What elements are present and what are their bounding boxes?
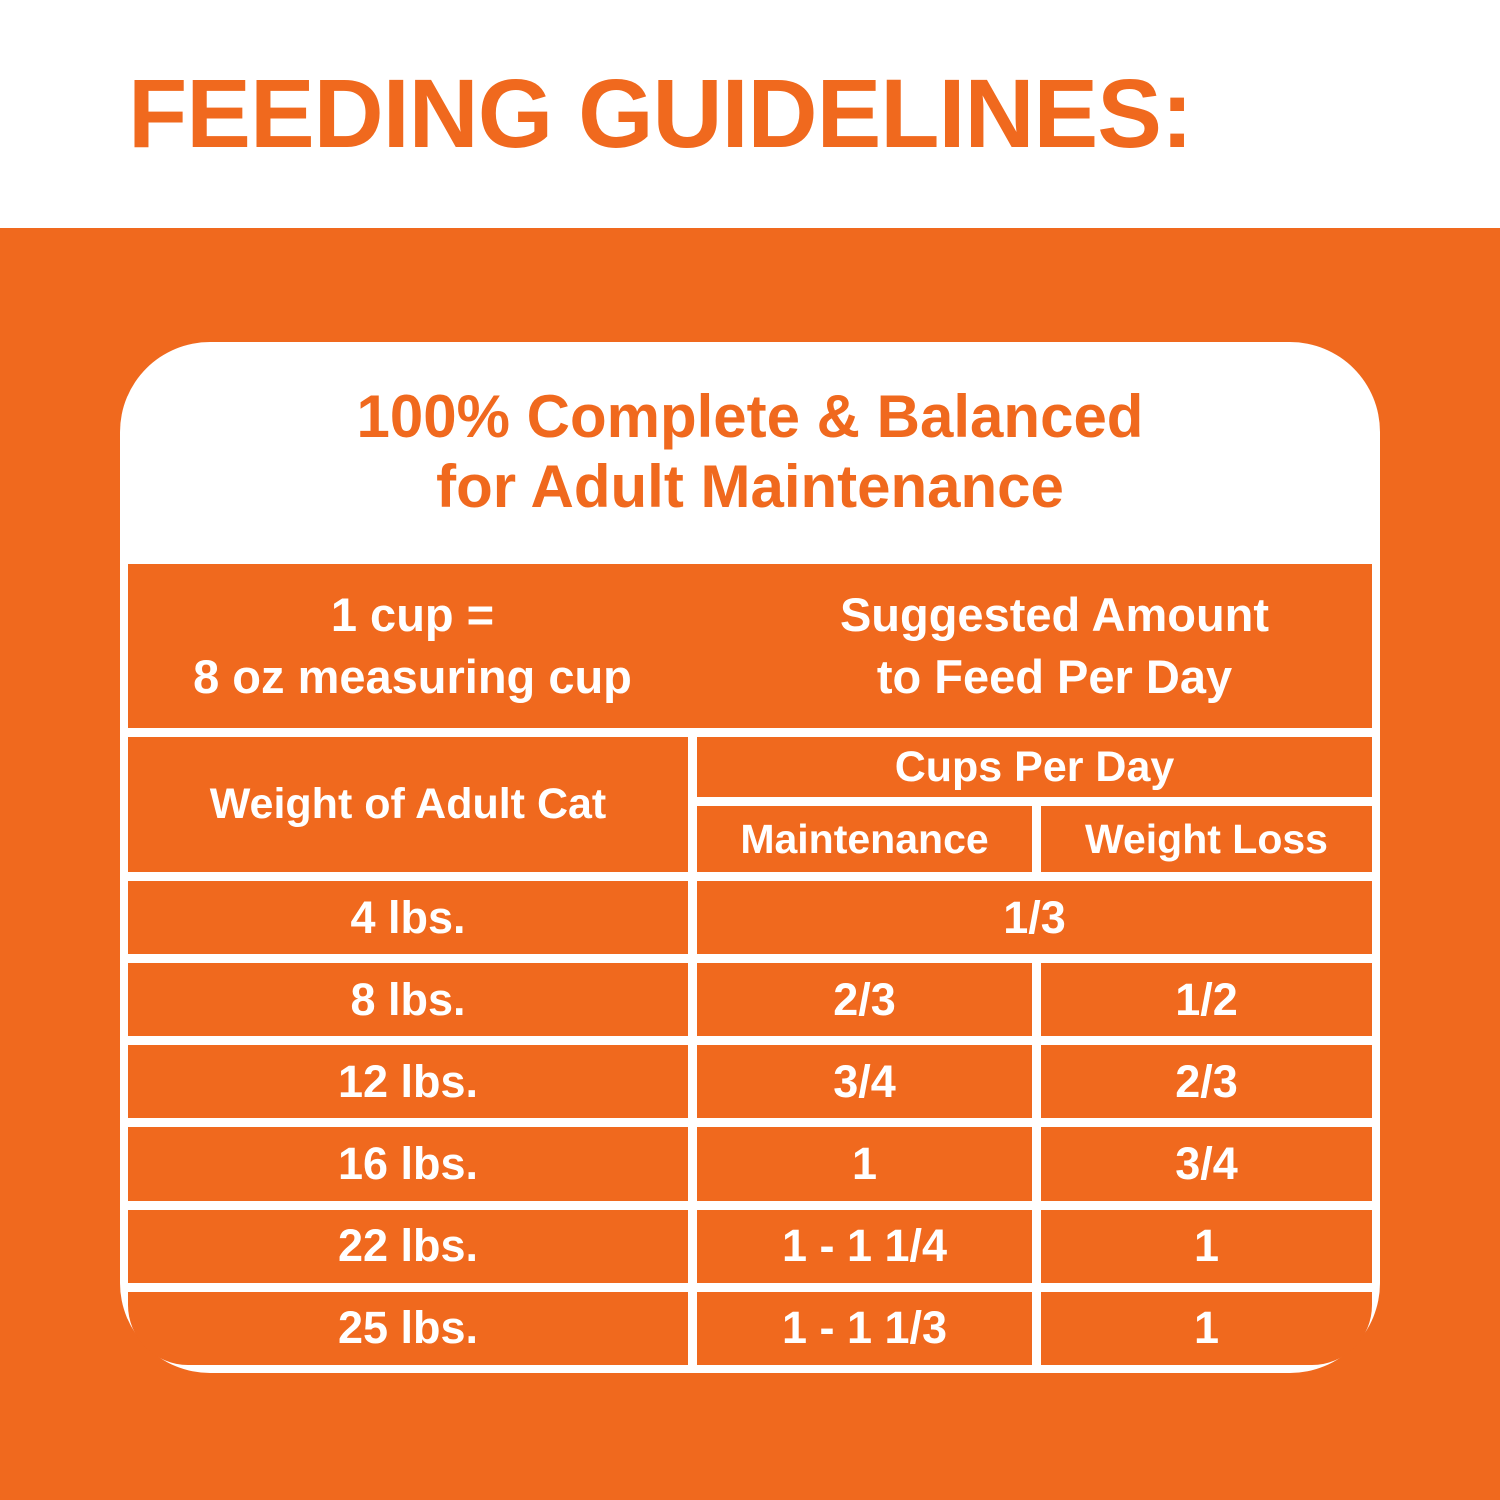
suggested-amount-line2: to Feed Per Day [876,650,1233,703]
column-header-maintenance: Maintenance [697,806,1032,872]
column-header-weight-of-adult-cat: Weight of Adult Cat [128,737,688,872]
card-heading: 100% Complete & Balanced for Adult Maint… [120,382,1380,521]
column-header-weight-loss: Weight Loss [1041,806,1372,872]
cup-measure-note: 1 cup = 8 oz measuring cup [128,584,697,708]
table-row-weight: 4 lbs. [128,881,688,955]
table-row-maintenance-value: 3/4 [697,1045,1032,1119]
table-row-weight: 22 lbs. [128,1209,688,1283]
cup-measure-line2: 8 oz measuring cup [193,650,632,703]
cup-measure-line1: 1 cup = [330,587,495,641]
suggested-amount-line1: Suggested Amount [839,587,1270,641]
table-row-maintenance-value: 1 - 1 1/3 [697,1291,1032,1365]
table-row-weight-loss-value: 1 [1041,1209,1372,1283]
top-band: FEEDING GUIDELINES: [0,0,1500,228]
table-row-weight: 16 lbs. [128,1127,688,1201]
suggested-amount-note: Suggested Amount to Feed Per Day [697,584,1372,708]
table-row-maintenance-value: 1 - 1 1/4 [697,1209,1032,1283]
table-row-merged-value: 1/3 [697,881,1372,955]
table-row-weight-loss-value: 1/2 [1041,963,1372,1037]
table-row-maintenance-value: 2/3 [697,963,1032,1037]
table-row-weight: 12 lbs. [128,1045,688,1119]
table-row-maintenance-value: 1 [697,1127,1032,1201]
table-row-weight: 8 lbs. [128,963,688,1037]
feeding-table: 1 cup = 8 oz measuring cup Suggested Amo… [128,564,1372,1365]
table-row-weight-loss-value: 1 [1041,1291,1372,1365]
column-header-cups-per-day: Cups Per Day [697,737,1372,797]
guidelines-card: 100% Complete & Balanced for Adult Maint… [120,342,1380,1373]
table-row-weight-loss-value: 3/4 [1041,1127,1372,1201]
card-heading-line1: 100% Complete & Balanced [356,383,1144,450]
table-row-weight: 25 lbs. [128,1291,688,1365]
table-top-band: 1 cup = 8 oz measuring cup Suggested Amo… [128,564,1372,728]
page-title: FEEDING GUIDELINES: [128,59,1193,168]
table-row-weight-loss-value: 2/3 [1041,1045,1372,1119]
card-heading-line2: for Adult Maintenance [436,452,1064,520]
